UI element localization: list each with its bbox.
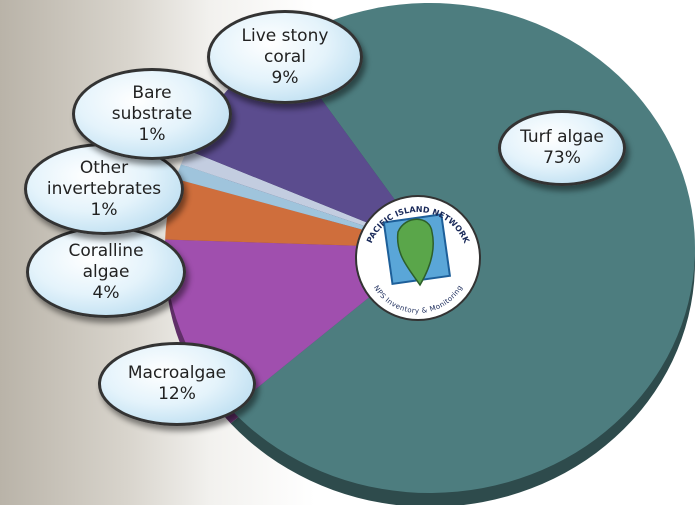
logo: PACIFIC ISLAND NETWORK NPS Inventory & M… xyxy=(355,195,481,321)
label-bubble: Coralline algae 4% xyxy=(26,226,186,318)
value-label: 1% xyxy=(138,124,166,145)
label-bubble: Live stony coral 9% xyxy=(207,10,363,104)
value-label: 9% xyxy=(271,67,299,88)
label-bubble: Turf algae 73% xyxy=(498,110,626,186)
category-label: Live stony coral xyxy=(241,25,329,67)
category-label: Coralline algae xyxy=(68,240,144,282)
label-bubble: Macroalgae 12% xyxy=(98,342,256,426)
value-label: 73% xyxy=(543,148,581,168)
value-label: 4% xyxy=(92,282,120,303)
value-label: 12% xyxy=(158,384,196,404)
label-bubble: Bare substrate 1% xyxy=(72,68,232,160)
category-label: Macroalgae xyxy=(127,363,227,383)
value-label: 1% xyxy=(90,199,118,220)
category-label: Bare substrate xyxy=(111,82,193,124)
category-label: Turf algae xyxy=(520,127,604,147)
category-label: Other invertebrates xyxy=(46,157,162,199)
